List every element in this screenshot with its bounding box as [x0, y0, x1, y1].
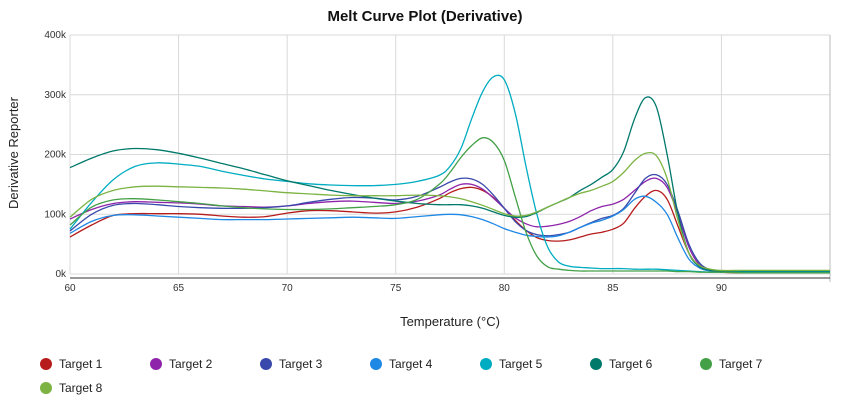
legend-label: Target 6 [609, 357, 653, 371]
legend: Target 1 Target 2 Target 3 Target 4 Target 5… [40, 352, 840, 400]
legend-label: Target 3 [279, 357, 323, 371]
legend-label: Target 8 [59, 381, 103, 395]
x-tick-label: 80 [499, 283, 511, 294]
chart-title: Melt Curve Plot (Derivative) [327, 8, 522, 25]
legend-swatch [480, 358, 492, 370]
legend-item-target-8[interactable]: Target 8 [40, 376, 150, 400]
x-tick-label: 65 [173, 283, 185, 294]
x-axis-title: Temperature (°C) [400, 314, 500, 329]
series-line-target-7[interactable] [69, 137, 830, 274]
legend-label: Target 1 [59, 357, 103, 371]
y-tick-label: 200k [44, 150, 67, 161]
legend-item-target-3[interactable]: Target 3 [260, 352, 370, 376]
y-tick-label: 300k [44, 90, 67, 101]
legend-item-target-6[interactable]: Target 6 [590, 352, 700, 376]
y-tick-label: 0k [55, 269, 67, 280]
x-tick-label: 75 [390, 283, 402, 294]
series-line-target-5[interactable] [69, 74, 830, 273]
x-tick-label: 60 [64, 283, 76, 294]
y-tick-label: 400k [44, 30, 67, 41]
legend-label: Target 4 [389, 357, 433, 371]
legend-item-target-5[interactable]: Target 5 [480, 352, 590, 376]
legend-swatch [150, 358, 162, 370]
legend-item-target-4[interactable]: Target 4 [370, 352, 480, 376]
y-axis-ticks: 0k 100k 200k 300k 400k [44, 30, 67, 280]
x-axis-ticks: 60 65 70 75 80 85 90 [64, 283, 727, 294]
series-line-target-1[interactable] [69, 186, 830, 274]
series-line-target-6[interactable] [69, 96, 830, 272]
grid [69, 34, 831, 282]
y-axis-title: Derivative Reporter [6, 96, 21, 209]
series-line-target-8[interactable] [69, 151, 830, 272]
legend-item-target-1[interactable]: Target 1 [40, 352, 150, 376]
series-line-target-4[interactable] [69, 195, 830, 273]
legend-item-target-7[interactable]: Target 7 [700, 352, 810, 376]
x-tick-label: 85 [607, 283, 619, 294]
legend-swatch [40, 358, 52, 370]
legend-swatch [260, 358, 272, 370]
x-tick-label: 70 [282, 283, 294, 294]
legend-label: Target 2 [169, 357, 213, 371]
y-tick-label: 100k [44, 209, 67, 220]
x-tick-label: 90 [716, 283, 728, 294]
legend-swatch [40, 382, 52, 394]
legend-swatch [590, 358, 602, 370]
legend-label: Target 7 [719, 357, 763, 371]
legend-swatch [700, 358, 712, 370]
legend-swatch [370, 358, 382, 370]
series-lines [69, 74, 830, 274]
legend-item-target-2[interactable]: Target 2 [150, 352, 260, 376]
legend-label: Target 5 [499, 357, 543, 371]
